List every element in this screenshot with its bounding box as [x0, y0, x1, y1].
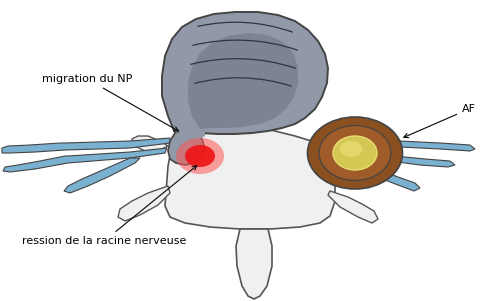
Ellipse shape	[332, 136, 376, 170]
Ellipse shape	[176, 138, 224, 174]
Polygon shape	[3, 148, 167, 172]
Polygon shape	[164, 126, 334, 229]
Polygon shape	[64, 158, 140, 193]
Polygon shape	[327, 191, 377, 223]
Text: AF: AF	[403, 104, 475, 138]
Polygon shape	[187, 33, 297, 129]
Ellipse shape	[339, 141, 361, 157]
Polygon shape	[168, 133, 204, 165]
Polygon shape	[175, 129, 204, 139]
Text: migration du NP: migration du NP	[42, 74, 178, 131]
Polygon shape	[162, 12, 327, 134]
Polygon shape	[236, 229, 271, 299]
Polygon shape	[118, 186, 170, 221]
Polygon shape	[329, 141, 363, 158]
Ellipse shape	[318, 126, 390, 181]
Polygon shape	[132, 136, 168, 151]
Ellipse shape	[307, 117, 402, 189]
Polygon shape	[347, 158, 419, 191]
Text: ression de la racine nerveuse: ression de la racine nerveuse	[22, 166, 197, 246]
Polygon shape	[321, 151, 454, 167]
Ellipse shape	[184, 145, 215, 167]
Polygon shape	[319, 139, 474, 151]
Polygon shape	[2, 138, 170, 153]
